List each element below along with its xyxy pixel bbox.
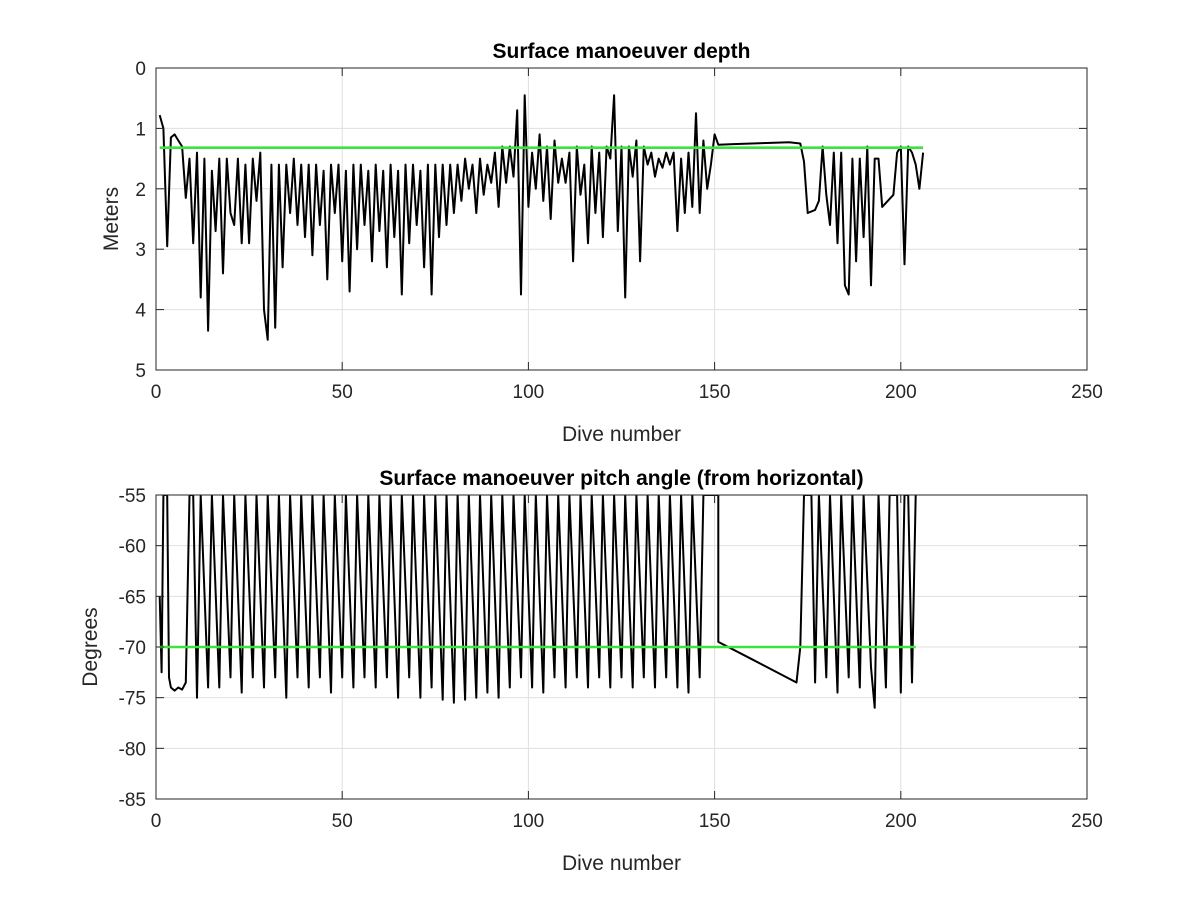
y-tick-label: -55: [119, 486, 146, 507]
data-series-line: [158, 94, 925, 341]
y-tick-label: 2: [135, 180, 146, 201]
x-tick-label: 0: [151, 811, 162, 832]
chart-1: 0 50 100 150 200 250 0 1 2 3 4 5 Surface manoeuver d…: [100, 40, 1103, 446]
x-axis-label: Dive number: [562, 423, 681, 446]
x-tick-label: 50: [332, 811, 353, 832]
y-tick-label: -70: [119, 638, 146, 659]
y-tick-label: -60: [119, 537, 146, 558]
chart-2: 0 50 100 150 200 250 -55 -60 -65 -70 -75 -80 -85 Surf…: [79, 467, 1103, 875]
x-tick-label: 250: [1071, 811, 1103, 832]
x-tick-label: 0: [151, 382, 162, 403]
x-axis-label: Dive number: [562, 852, 681, 875]
plot-area-border: [155, 67, 1088, 371]
data-series-line: [158, 495, 917, 709]
y-tick-label: 0: [135, 59, 146, 80]
chart-title: Surface manoeuver pitch angle (from hori…: [379, 467, 863, 490]
y-tick-label: 4: [135, 301, 146, 322]
y-axis-label: Meters: [100, 187, 123, 251]
x-tick-label: 200: [885, 382, 917, 403]
x-tick-label: 100: [513, 811, 545, 832]
y-tick-label: 3: [135, 240, 146, 261]
y-tick-label: -75: [119, 689, 146, 710]
y-tick-label: 5: [135, 361, 146, 382]
y-tick-label: -80: [119, 739, 146, 760]
x-tick-label: 150: [699, 811, 731, 832]
x-tick-label: 250: [1071, 382, 1103, 403]
x-tick-label: 200: [885, 811, 917, 832]
x-tick-label: 100: [513, 382, 545, 403]
x-tick-label: 150: [699, 382, 731, 403]
y-tick-label: -85: [119, 790, 146, 811]
chart-title: Surface manoeuver depth: [493, 40, 751, 63]
y-tick-label: -65: [119, 587, 146, 608]
y-tick-label: 1: [135, 119, 146, 140]
x-tick-label: 50: [332, 382, 353, 403]
y-axis-label: Degrees: [79, 607, 102, 686]
